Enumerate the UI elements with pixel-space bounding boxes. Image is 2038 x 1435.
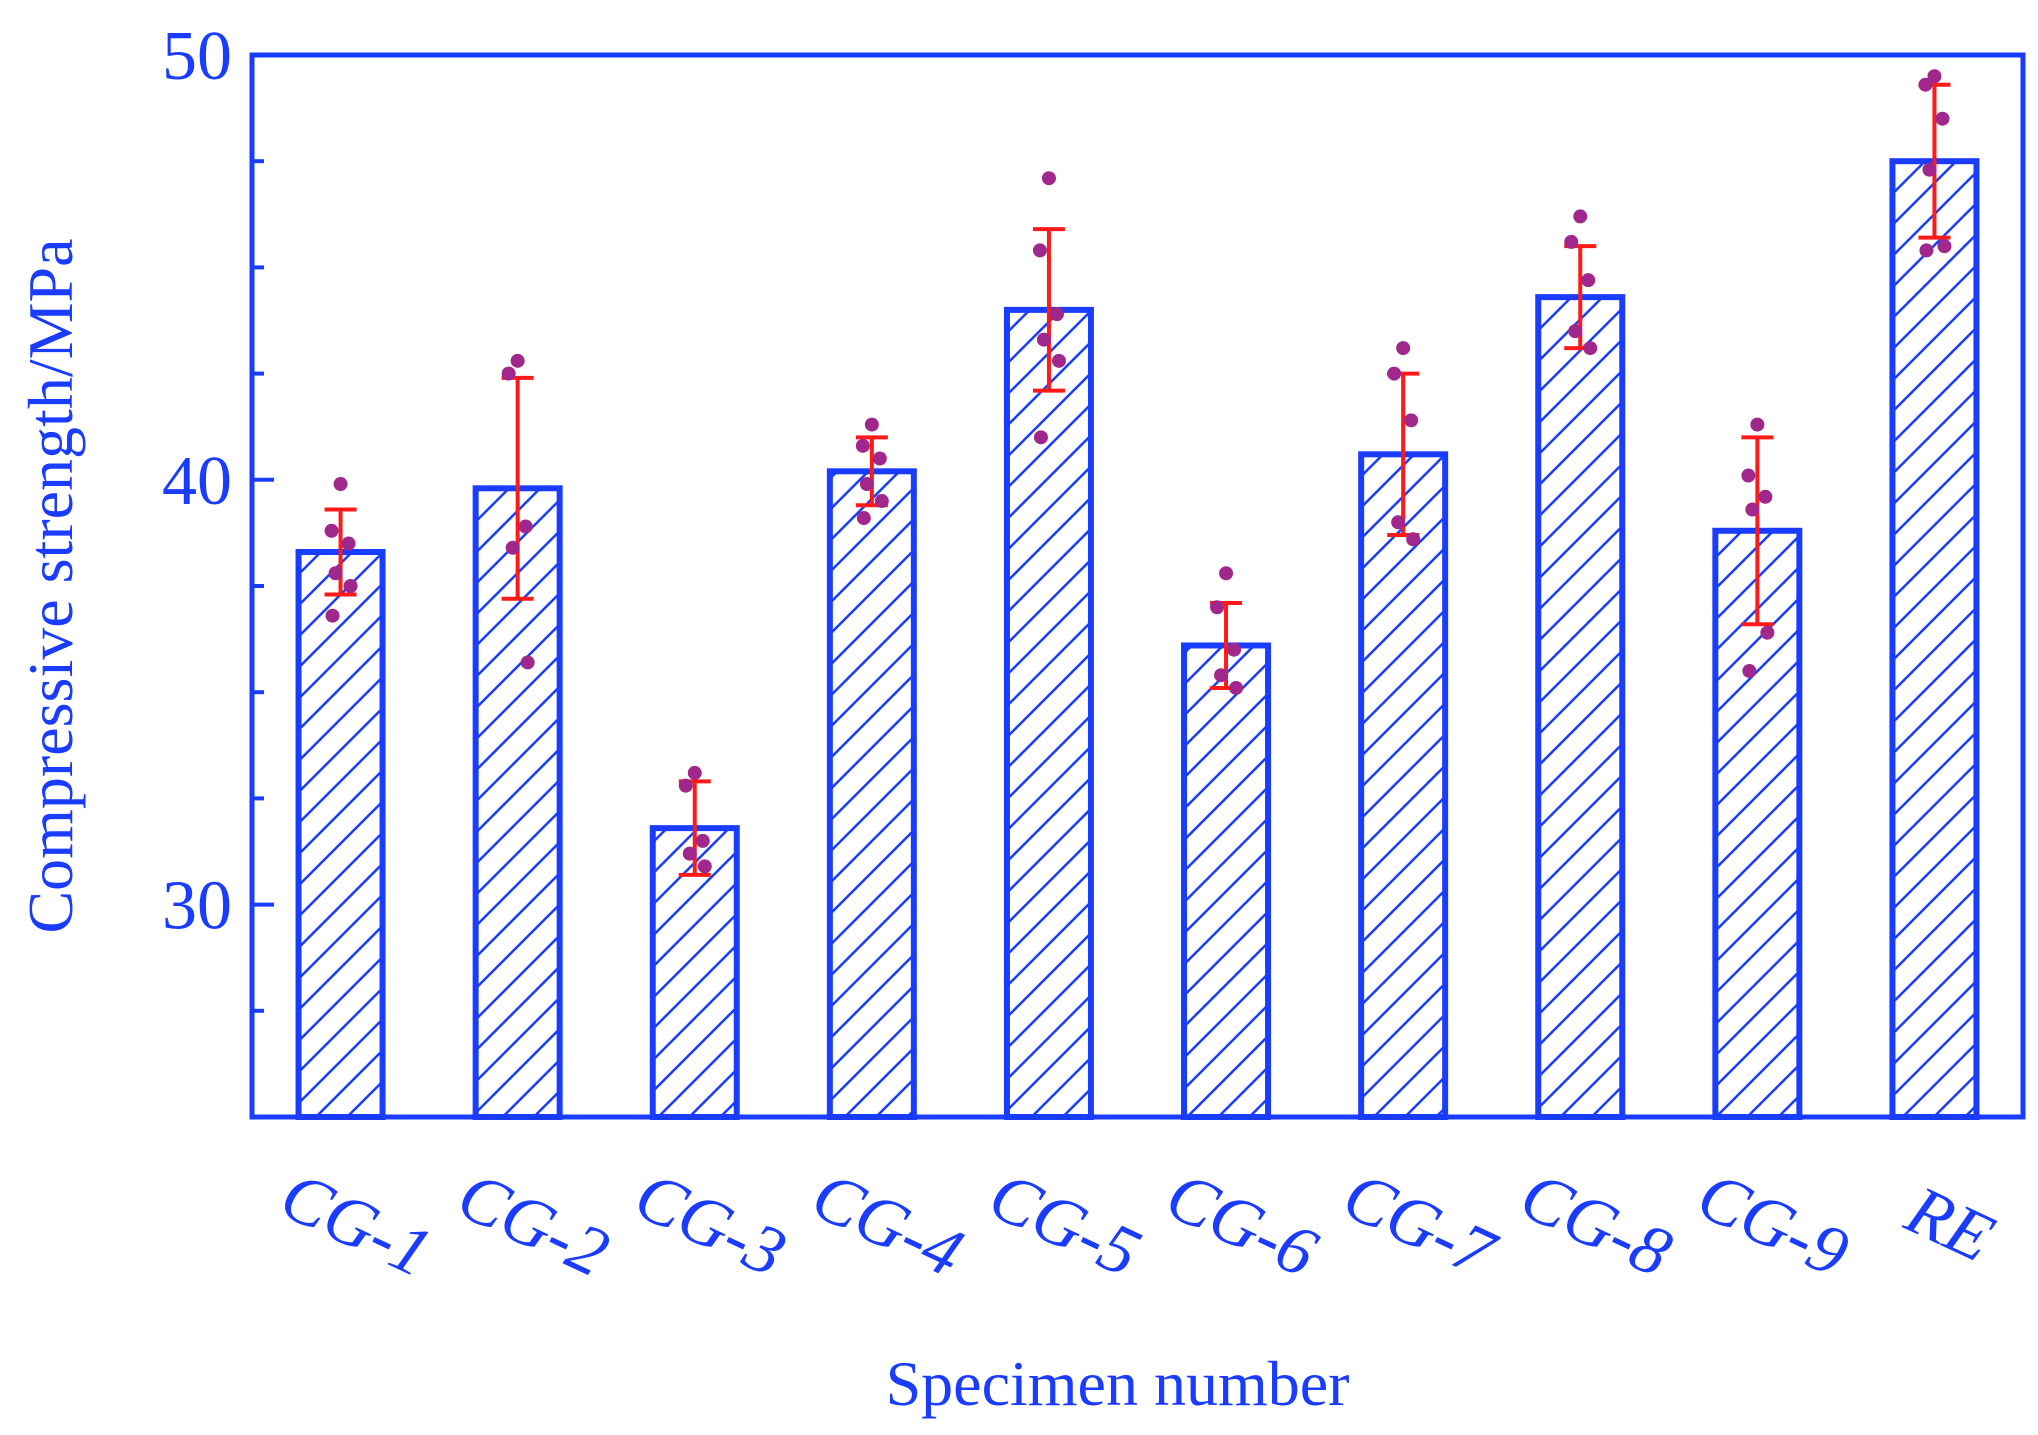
sample-point xyxy=(1033,430,1048,445)
bar-cg-1 xyxy=(295,549,386,1120)
sample-point xyxy=(1214,668,1229,683)
y-ticks-layer: 30 40 50 xyxy=(162,18,274,1119)
sample-point xyxy=(1051,353,1066,368)
bar-cg-8 xyxy=(1535,294,1626,1120)
sample-point xyxy=(1919,243,1934,258)
sample-point xyxy=(1922,162,1937,177)
points-layer xyxy=(324,69,1952,874)
sample-point xyxy=(1750,417,1765,432)
x-tick-labels-layer: CG-1 CG-2 CG-3 CG-4 CG-5 CG-6 CG-7 CG-8 CG-9 RE xyxy=(269,1157,2005,1294)
y-axis-label: Compressive strength/MPa xyxy=(15,238,86,933)
sample-point xyxy=(1758,489,1773,504)
sample-point xyxy=(1741,468,1756,483)
x-tick-label: CG-8 xyxy=(1509,1157,1683,1293)
x-tick-label: CG-5 xyxy=(978,1157,1152,1293)
sample-point xyxy=(341,536,356,551)
sample-point xyxy=(864,417,879,432)
bar-cg-7 xyxy=(1358,451,1449,1120)
bar-cg-6 xyxy=(1181,642,1272,1120)
sample-point xyxy=(1742,663,1757,678)
x-tick-label: CG-2 xyxy=(446,1157,620,1293)
sample-point xyxy=(505,540,520,555)
y-tick-label: 50 xyxy=(162,18,232,95)
sample-point xyxy=(1927,69,1942,84)
sample-point xyxy=(1041,171,1056,186)
sample-point xyxy=(333,477,348,492)
bar-cg-4 xyxy=(826,468,917,1120)
sample-point xyxy=(1935,111,1950,126)
error-bars-layer xyxy=(324,82,1951,877)
sample-point xyxy=(1581,273,1596,288)
sample-point xyxy=(324,523,339,538)
sample-point xyxy=(1396,341,1411,356)
sample-point xyxy=(1404,413,1419,428)
sample-point xyxy=(1032,243,1047,258)
sample-point xyxy=(1568,324,1583,339)
sample-point xyxy=(874,494,889,509)
sample-point xyxy=(1210,600,1225,615)
sample-point xyxy=(501,366,516,381)
sample-point xyxy=(328,566,343,581)
x-tick-label: RE xyxy=(1894,1171,2005,1277)
x-tick-label: CG-7 xyxy=(1332,1157,1508,1294)
sample-point xyxy=(1406,532,1421,547)
sample-point xyxy=(343,579,358,593)
bar-cg-5 xyxy=(1003,306,1094,1120)
sample-point xyxy=(855,438,870,453)
sample-point xyxy=(1760,625,1775,640)
sample-point xyxy=(859,477,874,492)
x-axis-label: Specimen number xyxy=(886,1348,1350,1419)
x-tick-label: CG-4 xyxy=(801,1157,975,1293)
sample-point xyxy=(687,765,702,780)
sample-point xyxy=(697,859,712,874)
error-bar-cg-9 xyxy=(1741,435,1774,627)
sample-point xyxy=(1918,77,1933,92)
sample-point xyxy=(518,519,533,534)
error-bar-cg-1 xyxy=(324,507,357,597)
sample-point xyxy=(1745,502,1760,517)
x-tick-label: CG-1 xyxy=(269,1157,443,1293)
sample-point xyxy=(1564,234,1579,249)
sample-point xyxy=(1583,341,1598,356)
sample-point xyxy=(1219,566,1234,581)
sample-point xyxy=(1227,642,1242,657)
sample-point xyxy=(510,353,525,368)
x-tick-label: CG-6 xyxy=(1155,1157,1329,1293)
sample-point xyxy=(325,608,340,623)
sample-point xyxy=(1573,209,1588,224)
bars-layer xyxy=(295,158,1980,1120)
y-tick-label: 40 xyxy=(162,443,232,520)
sample-point xyxy=(520,655,535,670)
sample-point xyxy=(678,778,693,793)
x-tick-label: CG-3 xyxy=(623,1157,797,1293)
y-tick-label: 30 xyxy=(162,868,232,945)
error-bar-cg-5 xyxy=(1032,227,1065,393)
bar-re xyxy=(1889,158,1980,1120)
sample-point xyxy=(856,511,871,526)
sample-point xyxy=(1387,366,1402,381)
sample-point xyxy=(1391,515,1406,530)
sample-point xyxy=(1049,307,1064,322)
sample-point xyxy=(1229,680,1244,695)
x-tick-label: CG-9 xyxy=(1686,1157,1860,1293)
sample-point xyxy=(872,451,887,466)
sample-point xyxy=(682,846,697,861)
sample-point xyxy=(695,833,710,848)
sample-point xyxy=(1937,239,1952,254)
sample-point xyxy=(1036,332,1051,347)
